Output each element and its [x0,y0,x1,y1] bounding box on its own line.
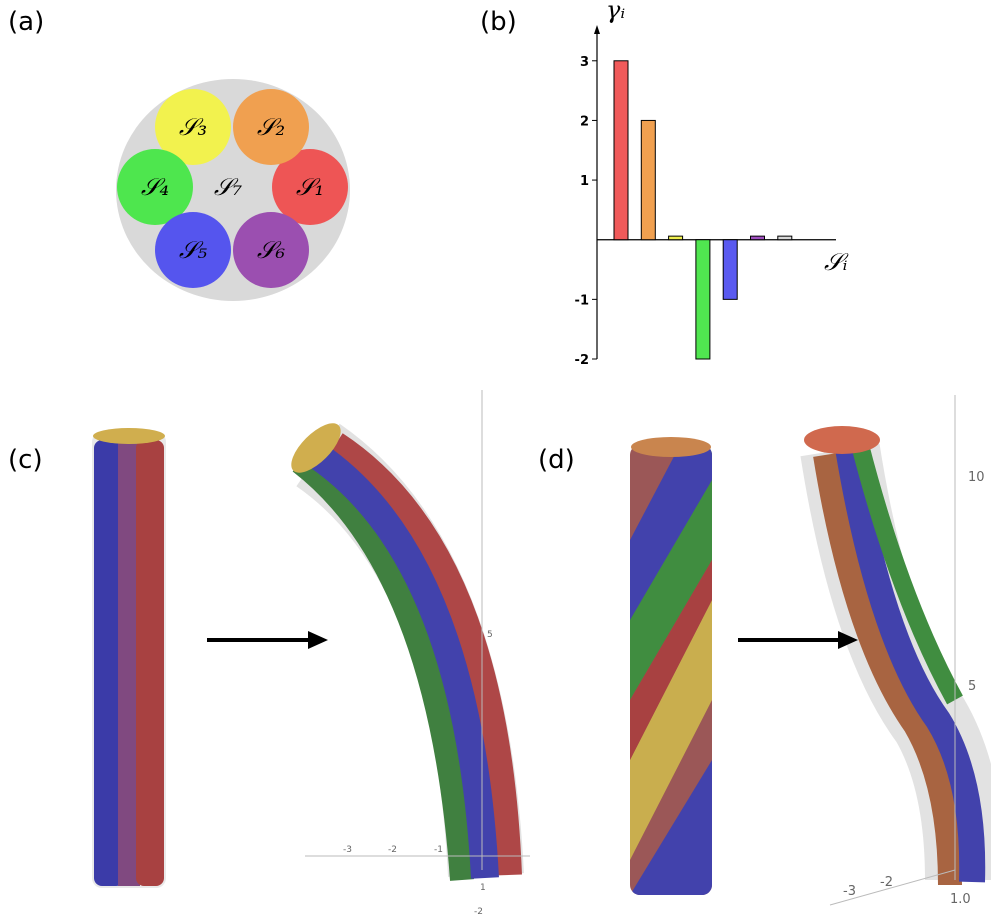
y-axis-arrow [594,25,600,34]
axis-tick-label: 10 [968,470,985,485]
render-d [630,426,972,895]
fiber-label: 𝒮₂ [257,113,285,141]
fiber-label: 𝒮₅ [179,236,208,264]
axis-tick-label: -2 [880,875,893,890]
fiber-label: 𝒮₇ [214,173,243,201]
axis-tick-label: -3 [843,884,856,899]
y-tick-label: -1 [575,293,589,308]
figure: (a) (b) (c) (d) 𝒮₁ 𝒮₂ 𝒮₃ 𝒮₄ 𝒮₅ 𝒮₆ 𝒮₇ γᵢ … [0,0,991,917]
y-tick-label: -2 [575,353,589,368]
bar [723,240,737,300]
axis-tick-label: -1 [434,845,443,855]
bar [778,236,792,240]
fiber-label: 𝒮₆ [257,236,286,264]
panel-label: (a) [8,7,44,37]
axis-tick-label: -3 [343,845,352,855]
y-tick-label: 3 [580,55,589,70]
panel-label: (b) [480,7,517,37]
y-tick-label: 1 [580,174,589,189]
render-c [92,415,508,888]
panel-label: (c) [8,445,43,475]
x-axis-label: 𝒮ᵢ [824,248,849,276]
bar-chart: γᵢ 𝒮ᵢ -2 -1 1 2 3 [575,0,849,368]
fiber-label: 𝒮₃ [179,113,207,141]
bar [641,120,655,239]
bar [614,61,628,240]
bar [751,236,765,240]
panel-label: (d) [538,445,575,475]
y-axis-label: γᵢ [606,0,625,24]
fiber-label: 𝒮₁ [296,173,324,201]
axis-tick-label: 5 [968,679,976,694]
fiber-label: 𝒮₄ [141,173,169,201]
axis-tick-label: -2 [388,845,397,855]
axis-tick-label: 1 [480,883,486,893]
bar [696,240,710,359]
axis-tick-label: 1.0 [950,892,971,907]
axis-tick-label: 5 [487,630,493,640]
axis-tick-label: -2 [474,907,483,917]
cross-section: 𝒮₁ 𝒮₂ 𝒮₃ 𝒮₄ 𝒮₅ 𝒮₆ 𝒮₇ [116,79,350,301]
y-tick-label: 2 [580,114,589,129]
bar [669,236,683,240]
arrow-head [308,631,328,649]
